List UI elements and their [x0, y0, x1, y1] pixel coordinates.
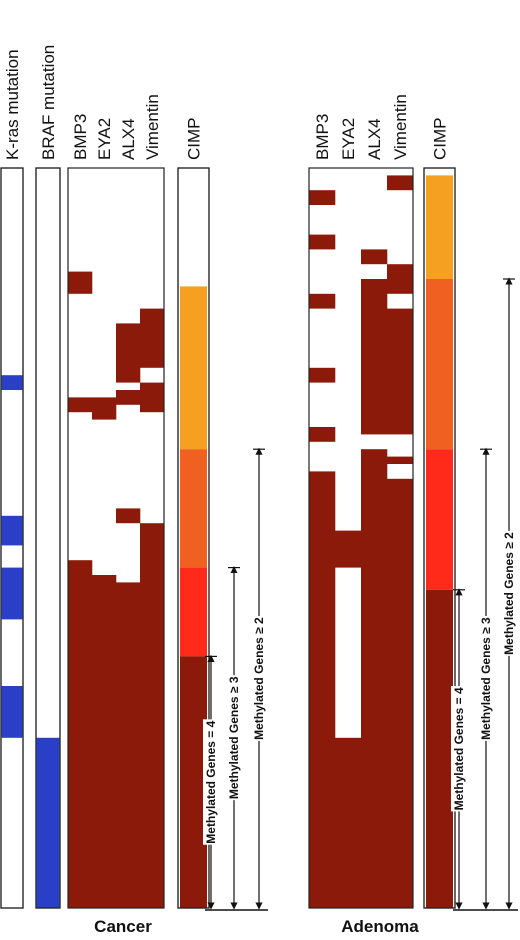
cancer-bmp3-methylated-cell — [68, 397, 93, 413]
cancer-bmp3-methylated-cell — [68, 271, 93, 294]
adenoma-cimp-border — [423, 167, 456, 909]
adenoma-bracket-2: Methylated Genes ≥ 3 — [478, 447, 494, 910]
adenoma-vimentin-label: Vimentin — [391, 94, 410, 160]
cancer-bracket-label: Methylated Genes = 4 — [204, 720, 218, 843]
adenoma-cimp-segment-2 — [426, 175, 453, 279]
adenoma-eya2-methylated-cell — [335, 530, 362, 568]
cancer-k-ras-mutation-column-cell — [1, 686, 23, 738]
cancer-bracket-label-backing — [226, 675, 242, 801]
cancer-bmp3-methylated-cell — [68, 560, 93, 908]
cancer-cimp-segment-2 — [180, 286, 207, 450]
adenoma-bmp3-methylated-cell — [309, 471, 336, 908]
adenoma-vimentin-methylated-cell — [387, 308, 414, 435]
adenoma-eya2-label: EYA2 — [339, 118, 358, 160]
cancer-bracket-label-backing — [251, 615, 267, 741]
adenoma-bmp3-label: BMP3 — [313, 114, 332, 160]
cancer-alx4-methylated-cell — [116, 508, 141, 524]
cancer-bracket-label: Methylated Genes ≥ 2 — [252, 617, 266, 740]
adenoma-cimp-segment-5 — [426, 589, 453, 908]
cancer-cimp-segment-3 — [180, 449, 207, 568]
adenoma-cimp-label: CIMP — [431, 118, 450, 161]
cancer-panel-label: Cancer — [94, 917, 152, 936]
adenoma-bmp3-methylated-cell — [309, 367, 336, 383]
adenoma-vimentin-methylated-cell — [387, 175, 414, 191]
adenoma-bmp3-methylated-cell — [309, 427, 336, 442]
cancer-vimentin-methylated-cell — [140, 308, 165, 368]
cancer-cimp-segment-5 — [180, 656, 207, 908]
cancer-k-ras-mutation-column-cell — [1, 567, 23, 620]
adenoma-panel: BMP3 EYA2 ALX4 Vimentin CIMP Methylated Genes… — [308, 94, 518, 936]
adenoma-eya2-methylated-cell — [335, 737, 362, 908]
cancer-braf-mutation-column — [35, 167, 61, 909]
cancer-bracket-label: Methylated Genes ≥ 3 — [227, 676, 241, 799]
adenoma-bmp3-methylated-cell — [309, 293, 336, 309]
adenoma-bracket-label-backing — [478, 615, 494, 741]
cancer-bracket-2: Methylated Genes ≥ 3 — [226, 565, 242, 910]
adenoma-panel-label: Adenoma — [341, 917, 419, 936]
cancer-cimp-border — [177, 167, 210, 909]
cancer-bracket-3: Methylated Genes ≥ 2 — [251, 447, 267, 910]
adenoma-bracket-label: Methylated Genes ≥ 2 — [502, 532, 516, 655]
adenoma-bracket-1: Methylated Genes = 4 — [451, 588, 467, 910]
adenoma-gene-matrix-border — [308, 167, 414, 909]
cancer-alx4-methylated-cell — [116, 582, 141, 908]
adenoma-alx4-methylated-cell — [361, 449, 388, 908]
cancer-braf-mutation-label: BRAF mutation — [39, 45, 58, 160]
adenoma-bracket-label: Methylated Genes ≥ 3 — [479, 617, 493, 740]
cancer-cimp-label: CIMP — [185, 118, 204, 161]
cancer-bracket-label-backing — [203, 719, 219, 845]
adenoma-vimentin-methylated-cell — [387, 264, 414, 294]
cancer-braf-mutation-column-cell — [36, 737, 60, 908]
adenoma-cimp-column — [423, 167, 456, 909]
cancer-k-ras-mutation-column-cell — [1, 375, 23, 390]
adenoma-bmp3-methylated-cell — [309, 190, 336, 205]
cancer-braf-mutation-column-border — [35, 167, 61, 909]
cancer-gene-matrix-border — [67, 167, 165, 909]
cancer-eya2-methylated-cell — [92, 575, 117, 908]
adenoma-cimp-segment-3 — [426, 279, 453, 450]
adenoma-cimp-segment-4 — [426, 449, 453, 590]
adenoma-gene-matrix — [308, 167, 414, 909]
cancer-panel: K-ras mutation BRAF mutation BMP3 EYA2 ALX4 V… — [0, 45, 268, 936]
cancer-bmp3-label: BMP3 — [71, 114, 90, 160]
cancer-gene-matrix — [67, 167, 165, 909]
cancer-vimentin-methylated-cell — [140, 382, 165, 413]
cancer-cimp-column — [177, 167, 210, 909]
cancer-eya2-label: EYA2 — [95, 118, 114, 160]
cancer-vimentin-label: Vimentin — [143, 94, 162, 160]
cancer-k-ras-mutation-column-border — [0, 167, 24, 909]
adenoma-alx4-methylated-cell — [361, 249, 388, 265]
adenoma-bracket-label-backing — [451, 686, 467, 812]
cancer-vimentin-methylated-cell — [140, 523, 165, 908]
cancer-alx4-methylated-cell — [116, 390, 141, 405]
cancer-k-ras-mutation-column-cell — [1, 515, 23, 546]
adenoma-alx4-label: ALX4 — [365, 118, 384, 160]
adenoma-bmp3-methylated-cell — [309, 234, 336, 250]
cancer-alx4-label: ALX4 — [119, 118, 138, 160]
adenoma-bracket-3: Methylated Genes ≥ 2 — [501, 277, 517, 910]
cancer-bracket-1: Methylated Genes = 4 — [203, 654, 219, 910]
adenoma-bracket-label-backing — [501, 530, 517, 656]
cancer-k-ras-mutation-column — [0, 167, 24, 909]
cancer-cimp-segment-4 — [180, 567, 207, 657]
adenoma-vimentin-methylated-cell — [387, 478, 414, 908]
cancer-k-ras-mutation-label: K-ras mutation — [3, 49, 22, 160]
adenoma-vimentin-methylated-cell — [387, 456, 414, 464]
adenoma-alx4-methylated-cell — [361, 279, 388, 435]
cancer-eya2-methylated-cell — [92, 397, 117, 420]
cancer-alx4-methylated-cell — [116, 323, 141, 383]
adenoma-bracket-label: Methylated Genes = 4 — [452, 687, 466, 810]
